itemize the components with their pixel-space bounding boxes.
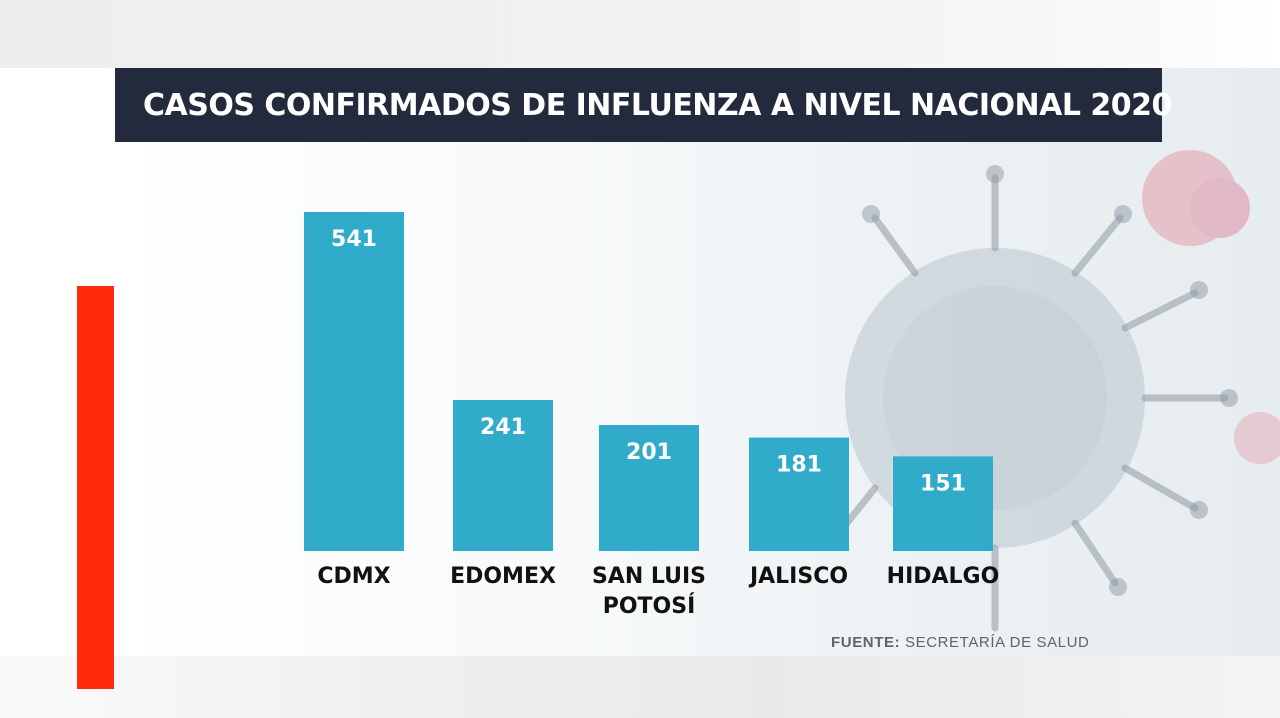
chart-title: CASOS CONFIRMADOS DE INFLUENZA A NIVEL N…: [143, 87, 1172, 123]
bottom-band: [0, 656, 1280, 718]
title-bar: CASOS CONFIRMADOS DE INFLUENZA A NIVEL N…: [115, 68, 1172, 142]
bar-2: [599, 425, 699, 551]
data-label-3: 181: [776, 453, 822, 478]
bar-1: [453, 399, 553, 551]
category-label-4: HIDALGO: [887, 564, 1000, 589]
source-note: FUENTE: SECRETARÍA DE SALUD: [831, 634, 1090, 651]
category-label-2: SAN LUIS POTOSÍ: [592, 564, 706, 619]
source-text: SECRETARÍA DE SALUD: [904, 634, 1090, 651]
bar-3: [749, 437, 849, 551]
bar-4: [893, 456, 993, 551]
top-band: [0, 0, 1280, 68]
data-label-0: 541: [331, 227, 377, 252]
source-label: FUENTE:: [831, 634, 901, 651]
data-label-4: 151: [920, 471, 966, 496]
category-label-1: EDOMEX: [450, 564, 556, 589]
red-accent-bar: [77, 286, 114, 689]
data-label-2: 201: [626, 440, 672, 465]
data-label-1: 241: [480, 415, 526, 440]
category-label-0: CDMX: [317, 564, 390, 589]
category-label-3: JALISCO: [748, 564, 848, 589]
bar-0: [304, 212, 404, 551]
